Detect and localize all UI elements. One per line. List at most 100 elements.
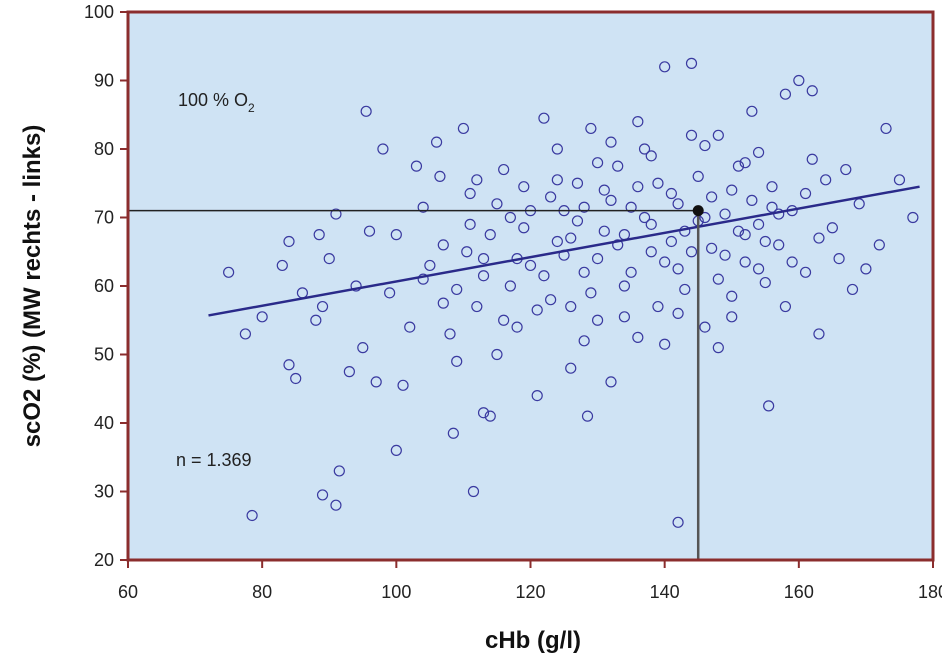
scatter-point: [444, 328, 456, 340]
scatter-point: [712, 342, 724, 354]
scatter-point: [538, 112, 550, 124]
scatter-point: [551, 235, 563, 248]
scatter-point: [638, 143, 651, 155]
scatter-point: [283, 359, 295, 371]
scatter-point: [464, 187, 476, 200]
scatter-point: [316, 300, 329, 313]
scatter-point: [357, 342, 369, 354]
scatter-point: [565, 362, 577, 374]
scatter-point: [873, 239, 885, 251]
scatter-point: [699, 321, 711, 333]
scatter-point: [679, 283, 691, 296]
scatter-point: [799, 187, 812, 200]
scatter-point: [746, 194, 758, 206]
scatter-point: [551, 143, 563, 155]
x-tick-label: 60: [118, 582, 138, 602]
scatter-point: [330, 208, 342, 220]
oxygen-annotation: 100 % O2: [178, 90, 255, 115]
scatter-point: [739, 229, 751, 241]
scatter-point: [598, 184, 610, 196]
scatter-point: [545, 294, 557, 306]
scatter-point: [461, 246, 473, 258]
scatter-point: [477, 253, 490, 265]
scatter-point: [632, 115, 644, 128]
scatter-point: [498, 163, 510, 176]
oxygen-subscript: 2: [248, 101, 255, 115]
scatter-point: [672, 198, 684, 210]
oxygen-label: 100 % O: [178, 90, 248, 110]
scatter-point: [430, 136, 443, 148]
scatter-point: [598, 225, 610, 237]
scatter-point: [763, 400, 775, 412]
scatter-point: [437, 297, 449, 309]
scatter-point: [531, 390, 543, 402]
x-tick-label: 160: [784, 582, 814, 602]
scatter-point: [652, 300, 664, 313]
scatter-point: [504, 211, 516, 224]
y-tick-label: 30: [94, 482, 114, 502]
scatter-point: [477, 270, 490, 282]
scatter-point: [618, 280, 631, 292]
scatter-point: [813, 328, 825, 340]
scatter-point: [752, 263, 765, 275]
scatter-point: [766, 181, 778, 193]
scatter-point: [360, 105, 372, 117]
scatter-point: [605, 194, 617, 206]
scatter-point: [645, 218, 657, 230]
scatter-point: [665, 235, 677, 248]
scatter-point: [612, 160, 624, 172]
scatter-points: [223, 57, 919, 528]
scatter-point: [860, 263, 872, 275]
scatter-point: [645, 246, 657, 258]
plot-area: [128, 12, 933, 560]
scatter-point: [732, 160, 745, 172]
scatter-point: [585, 122, 597, 135]
x-tick-label: 80: [252, 582, 272, 602]
scatter-point: [531, 304, 543, 316]
scatter-point: [283, 235, 295, 248]
scatter-point: [484, 410, 496, 422]
scatter-point: [752, 146, 765, 159]
y-tick-label: 40: [94, 413, 114, 433]
scatter-point: [907, 211, 919, 224]
scatter-point: [471, 174, 483, 186]
scatter-point: [464, 218, 476, 230]
scatter-point: [726, 290, 738, 302]
scatter-point: [591, 253, 604, 265]
scatter-point: [672, 307, 684, 319]
scatter-point: [685, 129, 698, 141]
y-tick-label: 90: [94, 71, 114, 91]
scatter-point: [571, 215, 584, 227]
scatter-point: [551, 174, 563, 186]
scatter-point: [712, 273, 724, 285]
x-axis-title: cHb (g/l): [485, 627, 581, 654]
reference-point: [692, 205, 704, 217]
scatter-point: [685, 57, 698, 69]
scatter-point: [672, 263, 684, 275]
scatter-point: [652, 177, 664, 189]
x-tick-label: 140: [650, 582, 680, 602]
scatter-point: [726, 184, 738, 196]
scatter-point: [384, 287, 396, 299]
scatter-point: [759, 235, 771, 248]
scatter-point: [457, 122, 470, 135]
scatter-point: [290, 372, 302, 385]
scatter-point: [672, 516, 684, 528]
scatter-point: [447, 427, 459, 439]
scatter-point: [773, 239, 785, 251]
scatter-point: [404, 321, 416, 333]
y-tick-label: 80: [94, 139, 114, 159]
scatter-point: [330, 499, 342, 511]
scatter-point: [333, 465, 345, 477]
scatter-point: [739, 157, 751, 169]
scatter-point: [323, 253, 335, 265]
scatter-point: [645, 150, 657, 162]
scatter-point: [578, 335, 590, 347]
scatter-point: [732, 225, 745, 237]
y-tick-label: 20: [94, 550, 114, 570]
scatter-point: [706, 242, 718, 254]
scatter-point: [659, 61, 671, 73]
scatter-point: [363, 225, 376, 237]
scatter-point: [659, 338, 671, 350]
x-tick-label: 120: [515, 582, 545, 602]
